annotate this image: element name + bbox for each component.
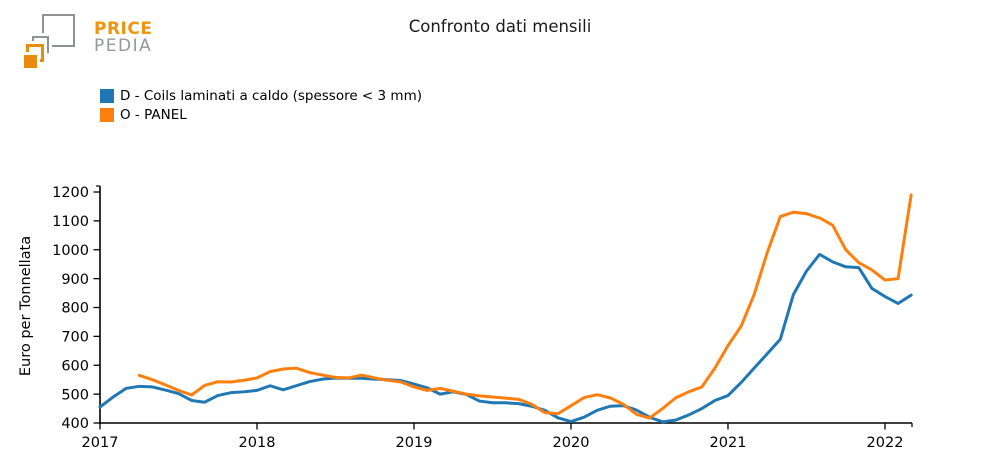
- x-tick-label: 2019: [396, 435, 433, 451]
- pricepedia-logo-icon: [24, 12, 80, 70]
- chart-legend: D - Coils laminati a caldo (spessore < 3…: [100, 86, 422, 124]
- y-tick-label: 900: [61, 272, 89, 288]
- logo-square-orange-solid: [24, 55, 37, 68]
- x-tick-label: 2022: [867, 435, 904, 451]
- y-tick-label: 1200: [52, 185, 89, 201]
- pricepedia-wordmark: PRICE PEDIA: [94, 21, 152, 55]
- x-tick-label: 2021: [710, 435, 747, 451]
- pricepedia-logo: PRICE PEDIA: [24, 12, 194, 70]
- legend-swatch-o-panel: [100, 107, 114, 122]
- series-line-o-panel: [137, 193, 913, 420]
- logo-word-pedia: PEDIA: [94, 36, 153, 56]
- legend-label-d-coils: D - Coils laminati a caldo (spessore < 3…: [120, 87, 422, 104]
- logo-word-price: PRICE: [94, 19, 153, 39]
- legend-swatch-d-coils: [100, 88, 114, 103]
- x-tick-label: 2017: [82, 435, 119, 451]
- y-tick-label: 500: [61, 387, 89, 403]
- x-tick-label: 2020: [553, 435, 590, 451]
- legend-item-o-panel: O - PANEL: [100, 105, 422, 124]
- chart-title: Confronto dati mensili: [408, 17, 592, 36]
- legend-label-o-panel: O - PANEL: [120, 106, 187, 123]
- y-axis-title: Euro per Tonnellata: [18, 236, 34, 376]
- y-tick-label: 600: [61, 358, 89, 374]
- x-tick-label: 2018: [239, 435, 276, 451]
- y-tick-label: 1100: [52, 214, 89, 230]
- y-tick-label: 800: [61, 301, 89, 317]
- series-line-d-coils: [98, 252, 913, 424]
- y-tick-label: 700: [61, 330, 89, 346]
- y-tick-label: 400: [61, 416, 89, 432]
- legend-item-d-coils: D - Coils laminati a caldo (spessore < 3…: [100, 86, 422, 105]
- y-tick-label: 1000: [52, 243, 89, 259]
